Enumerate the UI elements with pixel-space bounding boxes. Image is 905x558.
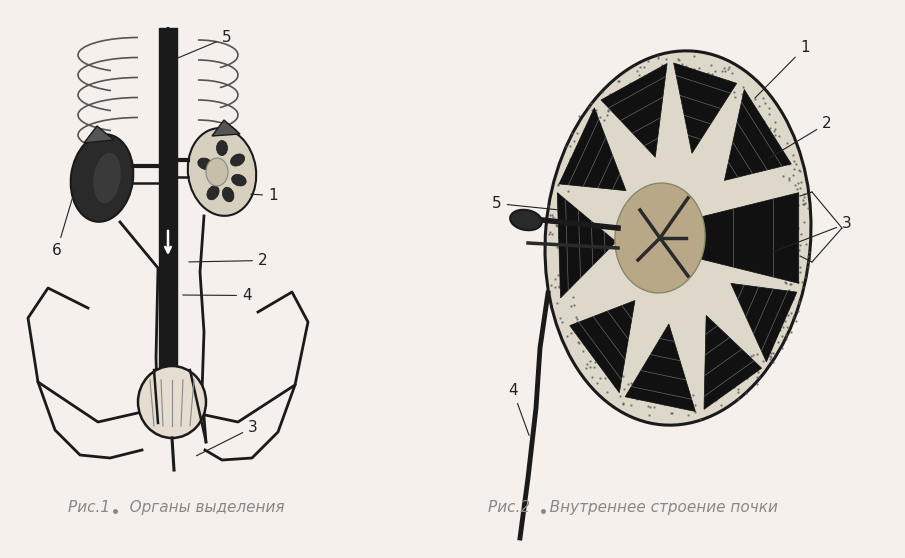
Polygon shape xyxy=(212,120,240,136)
Text: 2: 2 xyxy=(189,253,268,268)
Text: 5: 5 xyxy=(492,196,557,211)
Text: 1: 1 xyxy=(755,40,810,98)
Polygon shape xyxy=(570,301,635,393)
Text: 4: 4 xyxy=(508,383,529,435)
Ellipse shape xyxy=(187,128,256,216)
Polygon shape xyxy=(625,324,695,411)
Polygon shape xyxy=(84,126,114,143)
Text: 3: 3 xyxy=(196,420,258,456)
Ellipse shape xyxy=(216,141,227,156)
Text: 5: 5 xyxy=(176,30,232,59)
Polygon shape xyxy=(673,63,737,153)
Ellipse shape xyxy=(223,187,233,202)
Text: 6: 6 xyxy=(52,189,75,258)
Ellipse shape xyxy=(231,154,244,166)
Ellipse shape xyxy=(198,158,213,170)
Text: 3: 3 xyxy=(773,216,852,252)
Polygon shape xyxy=(704,315,762,410)
Polygon shape xyxy=(601,64,667,157)
Ellipse shape xyxy=(232,175,246,186)
Ellipse shape xyxy=(545,51,811,425)
Polygon shape xyxy=(731,283,797,362)
Ellipse shape xyxy=(207,186,219,200)
Ellipse shape xyxy=(614,183,705,293)
Polygon shape xyxy=(616,193,799,283)
Text: Рис.2    Внутреннее строение почки: Рис.2 Внутреннее строение почки xyxy=(488,500,778,515)
Polygon shape xyxy=(557,193,616,298)
Ellipse shape xyxy=(71,134,133,222)
Text: 1: 1 xyxy=(251,188,278,203)
Text: 2: 2 xyxy=(768,116,832,158)
Text: Рис.1    Органы выделения: Рис.1 Органы выделения xyxy=(68,500,284,515)
Ellipse shape xyxy=(138,366,206,438)
Polygon shape xyxy=(724,89,791,180)
Ellipse shape xyxy=(92,152,121,204)
Text: 4: 4 xyxy=(183,288,252,303)
Ellipse shape xyxy=(510,210,542,230)
Bar xyxy=(159,28,177,388)
Ellipse shape xyxy=(206,158,228,186)
Polygon shape xyxy=(559,108,626,191)
